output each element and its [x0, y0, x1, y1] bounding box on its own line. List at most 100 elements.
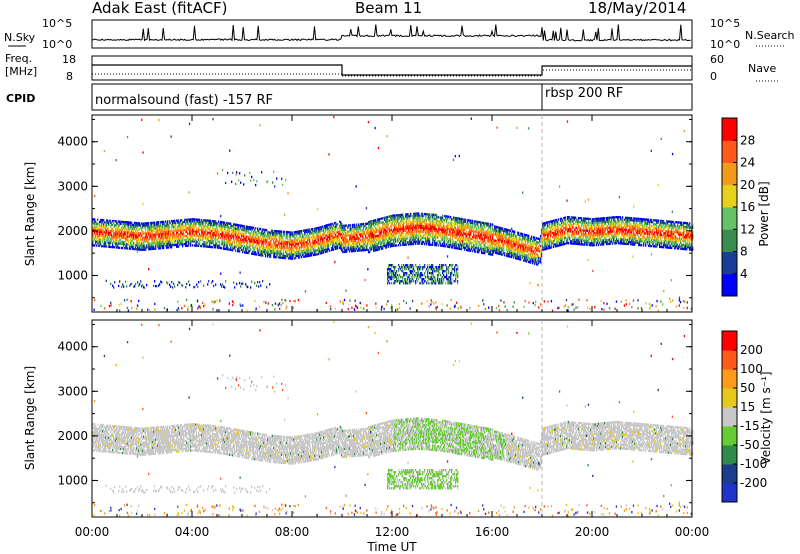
power-cell	[433, 239, 435, 243]
power-cell	[296, 232, 298, 236]
power-cell	[524, 257, 526, 260]
power-cell	[459, 241, 461, 244]
power-cell	[180, 225, 182, 228]
power-cell	[398, 230, 400, 233]
power-cell	[136, 248, 138, 251]
power-cell	[435, 240, 437, 243]
power-cell	[377, 218, 379, 221]
power-cell	[280, 256, 282, 259]
power-cell	[343, 246, 345, 250]
power-cell	[334, 236, 336, 239]
power-cell	[426, 223, 428, 226]
power-cell	[189, 232, 191, 235]
power-cell	[484, 222, 486, 225]
power-cell	[460, 231, 462, 235]
power-cell	[148, 232, 150, 235]
power-cell	[367, 230, 369, 233]
power-cell	[491, 243, 493, 246]
power-cell	[363, 247, 365, 250]
power-cell	[135, 230, 137, 233]
power-cell	[105, 237, 107, 240]
power-cell	[491, 253, 493, 256]
power-cell	[412, 232, 414, 236]
power-cell	[286, 251, 288, 254]
power-cell	[314, 239, 316, 242]
power-cell	[467, 237, 469, 240]
power-cell	[242, 240, 244, 244]
power-cell	[383, 231, 385, 234]
power-cell	[286, 232, 288, 236]
power-cell	[342, 250, 344, 254]
power-cell	[385, 244, 387, 247]
power-cell	[500, 247, 502, 250]
power-cell	[429, 243, 431, 246]
power-cell	[308, 228, 310, 231]
power-cell	[495, 239, 497, 242]
power-cell	[225, 247, 227, 251]
power-cell	[263, 238, 265, 241]
power-cell	[273, 235, 275, 239]
power-cell	[271, 239, 273, 242]
power-cell	[111, 221, 113, 225]
power-cell	[328, 239, 330, 243]
power-cell	[107, 219, 109, 222]
power-cell	[385, 228, 387, 231]
power-cell	[442, 236, 444, 239]
power-cell	[225, 233, 227, 237]
power-cell	[238, 238, 240, 241]
power-cell	[454, 242, 456, 246]
power-cell	[491, 247, 493, 250]
power-cell	[249, 236, 251, 239]
power-cell	[138, 228, 140, 231]
power-cell	[457, 219, 459, 222]
power-cell	[444, 220, 446, 224]
power-cell	[142, 238, 144, 241]
power-cell	[416, 212, 418, 215]
power-cell	[134, 231, 136, 235]
power-cell	[372, 241, 374, 245]
power-cell	[134, 247, 136, 251]
power-cell	[138, 242, 140, 245]
power-cell	[314, 241, 316, 244]
power-cell	[385, 232, 387, 235]
power-cell	[268, 245, 270, 248]
power-cell	[325, 242, 327, 246]
power-cell	[299, 252, 301, 255]
power-cell	[135, 238, 137, 241]
power-cell	[165, 238, 167, 241]
power-cell	[379, 218, 381, 221]
power-cell	[231, 224, 233, 228]
power-cell	[304, 239, 306, 242]
power-cell	[116, 224, 118, 227]
power-cell	[265, 251, 267, 254]
power-cell	[375, 221, 377, 224]
power-cell	[390, 225, 392, 228]
power-cell	[481, 243, 483, 246]
power-cell	[166, 240, 168, 243]
power-cell	[353, 225, 355, 229]
power-cell	[428, 213, 430, 216]
power-cell	[515, 251, 517, 254]
power-cell	[342, 226, 344, 230]
power-cell	[438, 216, 440, 219]
power-cell	[379, 246, 381, 249]
power-cell	[514, 242, 516, 246]
power-cell	[307, 232, 309, 236]
power-cell	[132, 235, 134, 239]
power-cell	[233, 233, 235, 236]
power-cell	[415, 220, 417, 223]
power-cell	[134, 237, 136, 241]
power-cell	[469, 233, 471, 236]
power-cell	[423, 236, 425, 240]
power-cell	[437, 220, 439, 223]
power-cell	[146, 234, 148, 237]
power-cell	[517, 247, 519, 250]
power-cell	[142, 242, 144, 245]
power-cell	[296, 234, 298, 238]
power-cell	[194, 226, 196, 229]
power-cell	[149, 238, 151, 241]
power-cell	[246, 235, 248, 238]
power-cell	[250, 228, 252, 231]
power-cell	[264, 230, 266, 234]
power-cell	[512, 240, 514, 243]
